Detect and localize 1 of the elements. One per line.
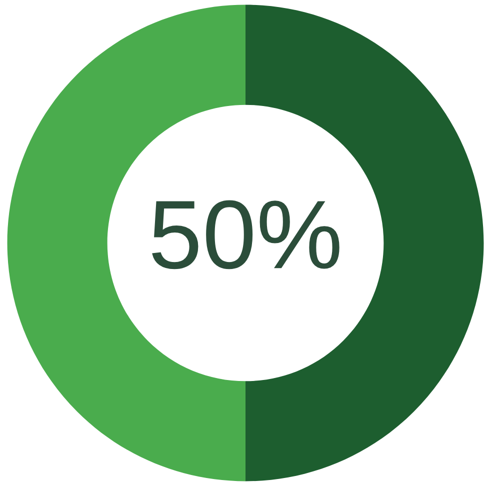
text: 50%	[152, 200, 340, 270]
